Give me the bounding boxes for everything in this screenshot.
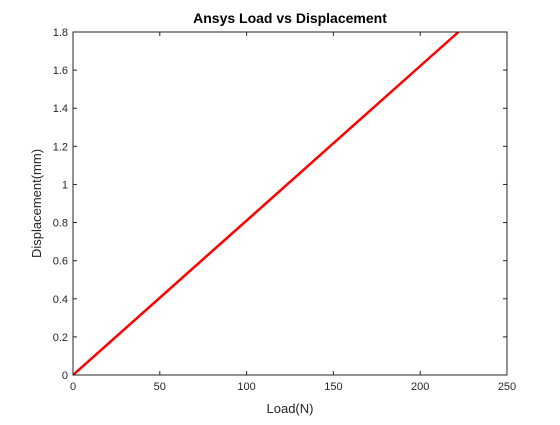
x-tick-label: 250 xyxy=(498,381,516,393)
y-tick-label: 0.4 xyxy=(53,294,68,306)
y-axis-label: Displacement(mm) xyxy=(29,149,44,258)
y-tick-label: 0.8 xyxy=(53,218,68,230)
chart-title: Ansys Load vs Displacement xyxy=(193,10,387,26)
x-tick-label: 100 xyxy=(237,381,255,393)
x-tick-label: 200 xyxy=(411,381,429,393)
y-tick-label: 0 xyxy=(62,370,68,382)
series-layer xyxy=(72,31,460,376)
y-tick-label: 1.4 xyxy=(53,103,68,115)
x-axis-ticks: 0 50 100 150 200 250 xyxy=(70,32,516,393)
series-line xyxy=(72,31,460,376)
x-tick-label: 0 xyxy=(70,381,76,393)
y-tick-label: 1 xyxy=(62,179,68,191)
y-tick-label: 1.8 xyxy=(53,27,68,39)
y-tick-label: 1.6 xyxy=(53,65,68,77)
plot-area xyxy=(73,32,507,375)
y-axis-ticks: 0 0.2 0.4 0.6 0.8 1 1.2 1.4 1.6 1.8 xyxy=(53,27,507,382)
x-tick-label: 150 xyxy=(324,381,342,393)
y-tick-label: 0.2 xyxy=(53,332,68,344)
axes-box xyxy=(72,31,508,376)
y-tick-label: 0.6 xyxy=(53,256,68,268)
x-axis-label: Load(N) xyxy=(267,401,314,416)
x-tick-label: 50 xyxy=(154,381,166,393)
y-tick-label: 1.2 xyxy=(53,141,68,153)
